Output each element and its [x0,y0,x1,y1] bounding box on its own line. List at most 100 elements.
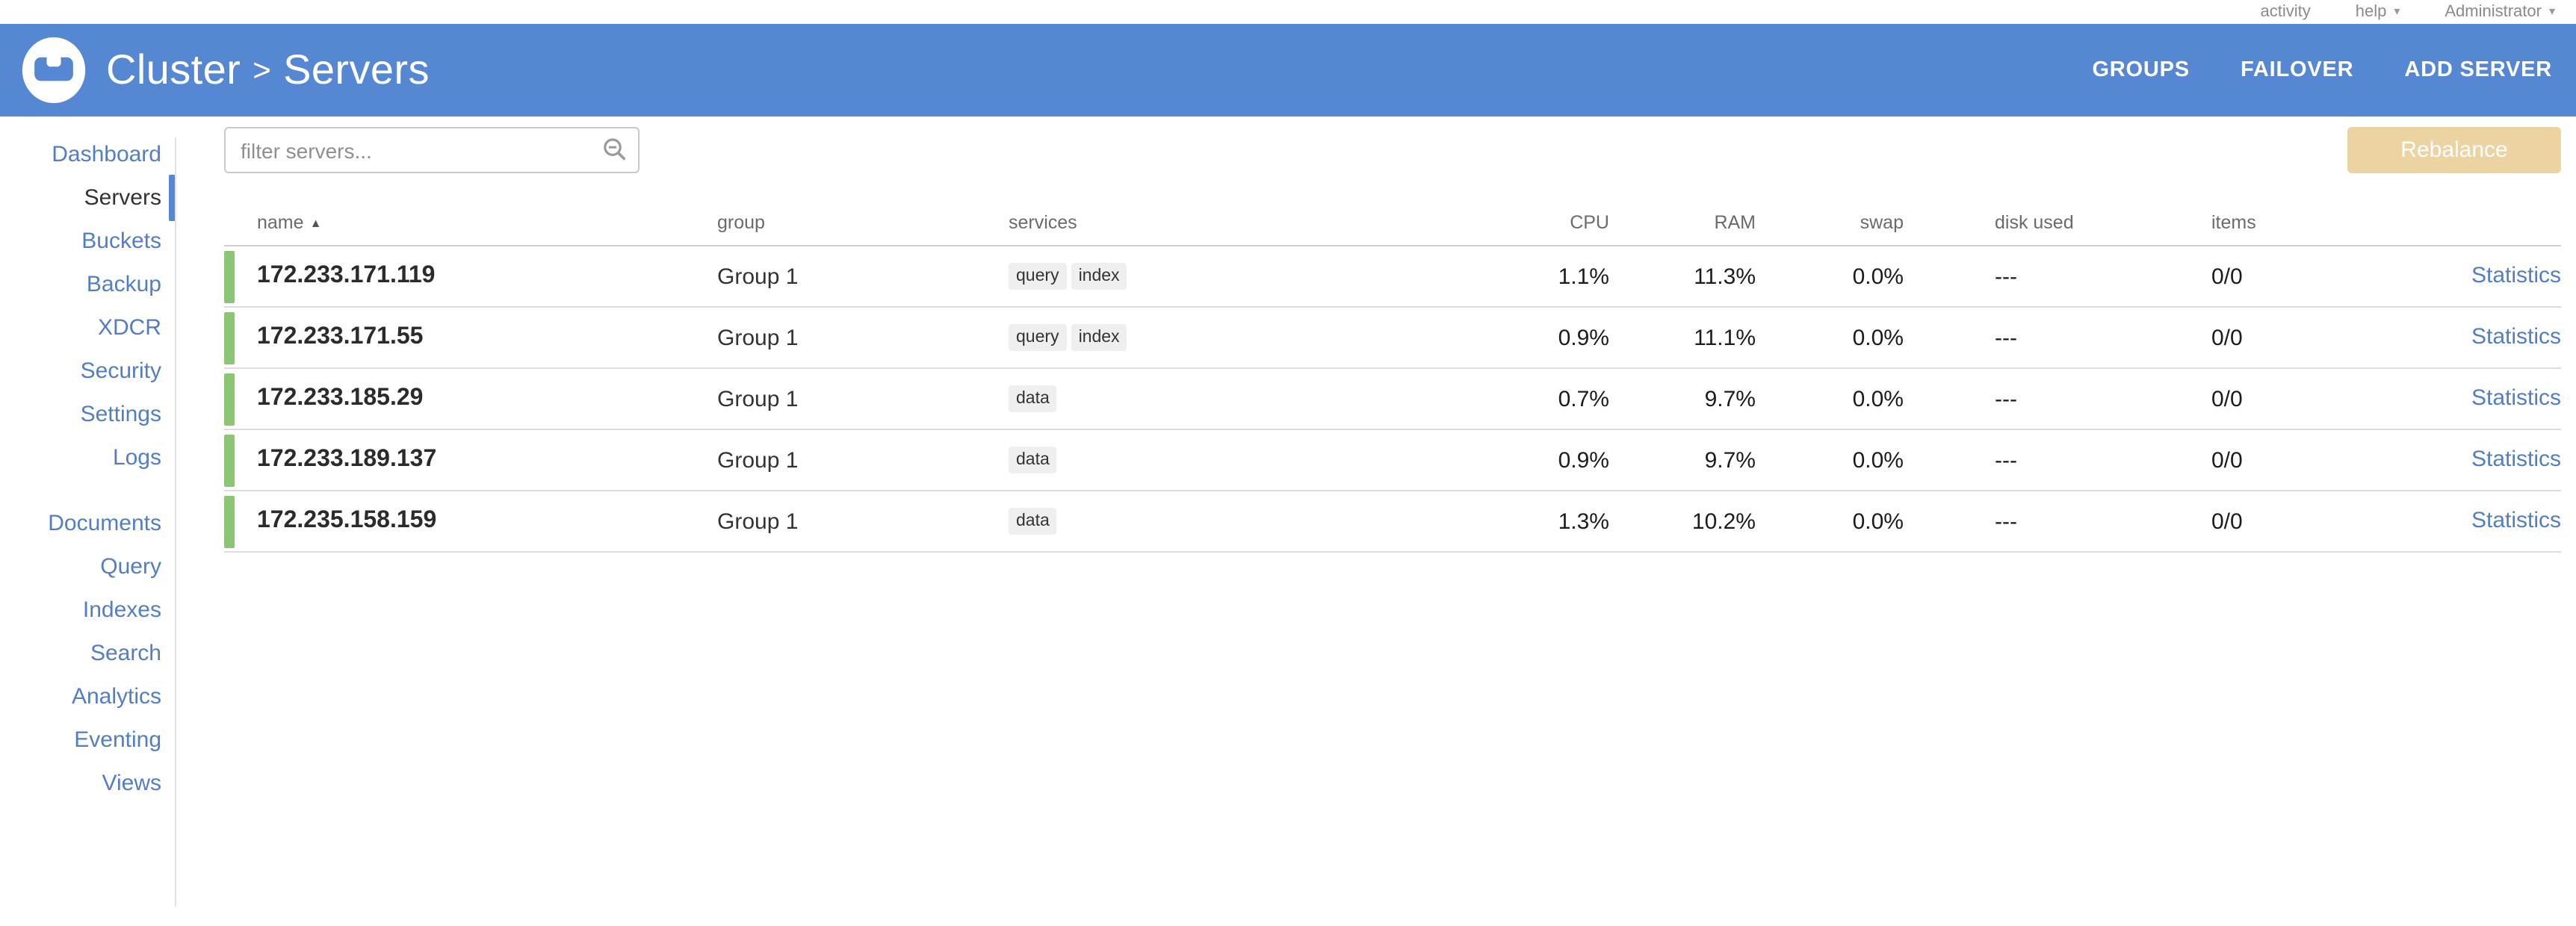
sidebar-item-views[interactable]: Views [0,762,176,805]
server-swap: 0.0% [1756,325,1904,350]
server-disk-used: --- [1904,386,2211,411]
server-row: 172.235.158.159 Group 1 data 1.3% 10.2% … [224,491,2561,553]
sidebar-item-search[interactable]: Search [0,632,176,675]
server-group: Group 1 [717,325,1009,350]
sidebar-item-query[interactable]: Query [0,545,176,588]
help-label: help [2356,0,2387,24]
server-ram: 11.1% [1609,325,1756,350]
app-header: Cluster > Servers GROUPS FAILOVER ADD SERV… [0,24,2576,116]
statistics-link[interactable]: Statistics [2471,508,2561,533]
statistics-link[interactable]: Statistics [2471,263,2561,288]
server-group: Group 1 [717,264,1009,289]
server-services: query index [1009,324,1385,352]
service-badge: data [1009,447,1057,474]
sidebar-item-buckets[interactable]: Buckets [0,220,176,263]
service-badge: index [1071,263,1127,290]
server-items: 0/0 [2211,325,2391,350]
column-header-disk-used[interactable]: disk used [1904,212,2211,233]
sort-ascending-icon: ▲ [310,217,322,230]
column-header-cpu[interactable]: CPU [1385,212,1609,233]
column-header-ram[interactable]: RAM [1609,212,1756,233]
column-header-services[interactable]: services [1009,212,1385,233]
server-disk-used: --- [1904,264,2211,289]
add-server-button[interactable]: ADD SERVER [2404,58,2552,82]
sidebar-item-logs[interactable]: Logs [0,436,176,479]
sidebar-item-documents[interactable]: Documents [0,502,176,545]
server-name[interactable]: 172.233.171.55 [235,324,717,351]
filter-wrap [224,127,640,173]
server-name[interactable]: 172.233.185.29 [235,385,717,412]
healthy-status-bar [224,250,235,302]
server-name[interactable]: 172.233.171.119 [235,263,717,290]
server-ram: 11.3% [1609,264,1756,289]
sidebar-item-security[interactable]: Security [0,349,176,393]
search-icon [601,136,629,164]
sidebar-item-indexes[interactable]: Indexes [0,588,176,632]
help-menu[interactable]: help▾ [2356,0,2400,24]
server-ram: 10.2% [1609,509,1756,534]
server-row: 172.233.189.137 Group 1 data 0.9% 9.7% 0… [224,430,2561,491]
server-items: 0/0 [2211,447,2391,473]
header-actions: GROUPS FAILOVER ADD SERVER [2092,58,2552,82]
server-row: 172.233.171.55 Group 1 query index 0.9% … [224,308,2561,369]
content-area: Dashboard Servers Buckets Backup XDCR Se… [0,116,2576,926]
user-menu[interactable]: Administrator ▾ [2445,0,2555,24]
server-group: Group 1 [717,447,1009,473]
service-badge: query [1009,324,1067,352]
server-cpu: 0.9% [1385,325,1609,350]
sidebar-section-gap [0,479,176,502]
service-badge: data [1009,385,1057,413]
statistics-link[interactable]: Statistics [2471,385,2561,411]
couchbase-logo-icon [19,36,88,105]
statistics-link[interactable]: Statistics [2471,447,2561,472]
server-swap: 0.0% [1756,509,1904,534]
server-swap: 0.0% [1756,264,1904,289]
groups-button[interactable]: GROUPS [2092,58,2190,82]
healthy-status-bar [224,311,235,364]
sidebar-item-eventing[interactable]: Eventing [0,718,176,762]
server-name[interactable]: 172.235.158.159 [235,508,717,535]
servers-toolbar: Rebalance [224,127,2561,173]
sidebar-item-analytics[interactable]: Analytics [0,675,176,718]
column-header-items[interactable]: items [2211,212,2391,233]
user-label: Administrator [2445,0,2542,24]
service-badge: query [1009,263,1067,290]
sidebar-item-settings[interactable]: Settings [0,393,176,436]
sidebar-item-dashboard[interactable]: Dashboard [0,133,176,176]
chevron-down-icon: ▾ [2549,0,2555,24]
breadcrumb-page: Servers [283,46,430,93]
filter-servers-input[interactable] [224,127,640,173]
server-items: 0/0 [2211,509,2391,534]
healthy-status-bar [224,373,235,425]
table-header-row: name ▲ group services CPU RAM swap disk u… [224,200,2561,246]
server-ram: 9.7% [1609,386,1756,411]
column-header-label: name [257,212,304,233]
breadcrumb-separator: > [253,54,271,88]
sidebar-item-backup[interactable]: Backup [0,263,176,306]
server-disk-used: --- [1904,447,2211,473]
server-services: query index [1009,263,1385,290]
column-header-group[interactable]: group [717,212,1009,233]
server-cpu: 0.7% [1385,386,1609,411]
breadcrumb-cluster: Cluster [106,46,241,93]
server-row: 172.233.185.29 Group 1 data 0.7% 9.7% 0.… [224,369,2561,430]
column-header-swap[interactable]: swap [1756,212,1904,233]
top-utility-bar: activity help▾ Administrator ▾ [0,0,2576,24]
statistics-link[interactable]: Statistics [2471,324,2561,349]
server-items: 0/0 [2211,386,2391,411]
server-swap: 0.0% [1756,447,1904,473]
server-disk-used: --- [1904,509,2211,534]
sidebar-item-xdcr[interactable]: XDCR [0,306,176,349]
column-header-name[interactable]: name ▲ [235,212,717,233]
activity-link[interactable]: activity [2261,0,2311,24]
failover-button[interactable]: FAILOVER [2241,58,2353,82]
sidebar-item-label: Servers [84,185,161,211]
server-cpu: 0.9% [1385,447,1609,473]
servers-table: name ▲ group services CPU RAM swap disk u… [224,200,2561,553]
server-cpu: 1.1% [1385,264,1609,289]
service-badge: index [1071,324,1127,352]
sidebar-item-servers[interactable]: Servers [0,176,176,220]
server-group: Group 1 [717,509,1009,534]
rebalance-button[interactable]: Rebalance [2347,127,2561,173]
server-name[interactable]: 172.233.189.137 [235,447,717,473]
